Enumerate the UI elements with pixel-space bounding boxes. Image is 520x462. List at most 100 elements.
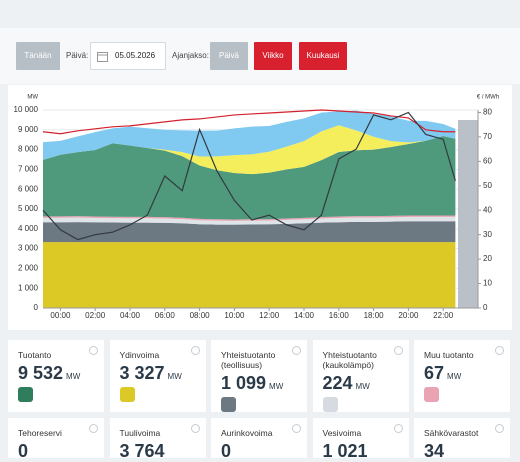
stat-card: Tuotanto 9 532 MW — [8, 340, 104, 412]
card-unit: MW — [269, 382, 284, 391]
period-day-button[interactable]: Päivä — [210, 42, 248, 70]
y2-tick-label: 80 — [483, 108, 492, 117]
card-value-row: 3 327 MW — [120, 363, 196, 384]
date-value: 05.05.2026 — [115, 51, 156, 60]
card-value-row: 0 — [221, 441, 297, 462]
area-series — [43, 221, 456, 243]
calendar-icon — [97, 52, 108, 62]
info-icon — [89, 346, 98, 355]
card-unit: MW — [447, 372, 462, 381]
card-value: 3 327 — [119, 363, 165, 383]
card-title: Ydinvoima — [119, 350, 160, 360]
y-tick-label: 5 000 — [18, 204, 39, 213]
y-tick-label: 9 000 — [18, 125, 39, 134]
card-value: 0 — [18, 441, 29, 461]
area-series — [43, 215, 456, 221]
y-tick-label: 0 — [34, 303, 39, 312]
y-tick-label: 8 000 — [18, 145, 39, 154]
card-value-row: 224 MW — [323, 373, 399, 394]
area-series — [43, 135, 456, 220]
period-week-button[interactable]: Viikko — [254, 42, 292, 70]
area-series — [43, 242, 456, 308]
card-icon — [18, 387, 33, 402]
stat-card: Muu tuotanto 67 MW — [414, 340, 510, 412]
stat-card: Aurinkovoima 0 — [211, 418, 307, 461]
y-tick-label: 6 000 — [18, 184, 39, 193]
card-title: Vesivoima — [322, 428, 362, 438]
date-input[interactable]: 05.05.2026 — [90, 42, 166, 70]
info-icon — [495, 346, 504, 355]
card-value: 1 099 — [221, 373, 267, 393]
card-value-row: 0 — [18, 441, 94, 462]
card-icon — [119, 387, 135, 402]
x-tick-label: 18:00 — [364, 311, 385, 320]
card-title: Tuotanto — [18, 350, 52, 360]
y2-tick-label: 60 — [483, 156, 492, 165]
stat-card: Ydinvoima 3 327 MW — [109, 340, 206, 412]
card-title: Sähkövarastot — [424, 428, 479, 438]
card-value: 9 532 — [18, 363, 64, 383]
card-value: 67 — [424, 363, 445, 383]
y2-tick-label: 40 — [483, 205, 492, 214]
stat-card: Sähkövarastot 34 — [414, 418, 510, 461]
info-icon — [89, 424, 98, 433]
y2-tick-label: 30 — [483, 230, 492, 239]
y2-tick-label: 0 — [483, 303, 488, 312]
card-value: 1 021 — [322, 441, 368, 461]
y2-tick-label: 10 — [483, 279, 492, 288]
y2-tick-label: 50 — [483, 181, 492, 190]
card-title: Muu tuotanto — [424, 350, 474, 360]
card-value: 3 764 — [119, 441, 165, 461]
page: {"controls": {"today": "Tänään", "day_la… — [8, 42, 512, 461]
x-tick-label: 20:00 — [398, 311, 419, 320]
card-icon — [322, 397, 338, 412]
card-value-row: 9 532 MW — [18, 363, 94, 384]
x-tick-label: 06:00 — [155, 311, 176, 320]
y2-tick-label: 70 — [483, 132, 492, 141]
x-tick-label: 04:00 — [120, 311, 141, 320]
area-series — [43, 125, 456, 175]
card-icon — [424, 387, 439, 402]
y2-tick-label: 20 — [483, 254, 492, 263]
card-title: Yhteistuotanto (teollisuus) — [221, 350, 276, 370]
stat-card: Vesivoima 1 021 — [312, 418, 409, 461]
chart: MW € / MWh 0 1 000 2 000 3 000 4 000 5 000 6 0… — [8, 85, 512, 330]
y-tick-label: 10 000 — [14, 105, 39, 114]
x-tick-label: 14:00 — [294, 311, 315, 320]
card-unit: MW — [167, 372, 182, 381]
info-icon — [292, 346, 301, 355]
card-value-row: 1 099 MW — [221, 373, 297, 394]
x-tick-label: 16:00 — [329, 311, 350, 320]
info-icon — [495, 424, 504, 433]
info-icon — [190, 346, 200, 355]
y-tick-label: 3 000 — [18, 244, 39, 253]
stat-card: Yhteistuotanto (kaukolämpö) 224 MW — [312, 340, 409, 412]
area-series — [43, 216, 456, 225]
info-icon — [190, 424, 200, 433]
y-tick-label: 1 000 — [18, 283, 39, 292]
y-tick-label: 2 000 — [18, 264, 39, 273]
area-series — [43, 110, 456, 160]
card-value: 224 — [322, 373, 353, 393]
line-series — [42, 109, 456, 135]
y-tick-label: 7 000 — [18, 165, 39, 174]
card-title: Aurinkovoima — [221, 428, 273, 438]
line-series — [42, 111, 456, 241]
x-tick-label: 22:00 — [433, 311, 454, 320]
info-icon — [393, 346, 403, 355]
card-value: 34 — [424, 441, 445, 461]
card-value-row: 3 764 — [120, 441, 196, 462]
y2-axis-unit: € / MWh — [477, 95, 499, 101]
today-button[interactable]: Tänään — [16, 42, 60, 70]
stat-card: Tuulivoima 3 764 — [109, 418, 206, 461]
x-tick-label: 10:00 — [224, 311, 245, 320]
period-month-button[interactable]: Kuukausi — [299, 42, 347, 70]
day-label: Päivä: — [66, 51, 89, 60]
period-label: Ajanjakso: — [172, 51, 209, 60]
x-tick-label: 08:00 — [190, 311, 211, 320]
card-value-row: 67 MW — [424, 363, 500, 384]
card-title: Yhteistuotanto (kaukolämpö) — [322, 350, 377, 370]
info-icon — [393, 424, 403, 433]
stat-card: Tehoreservi 0 — [8, 418, 104, 461]
card-value-row: 1 021 — [323, 441, 399, 462]
